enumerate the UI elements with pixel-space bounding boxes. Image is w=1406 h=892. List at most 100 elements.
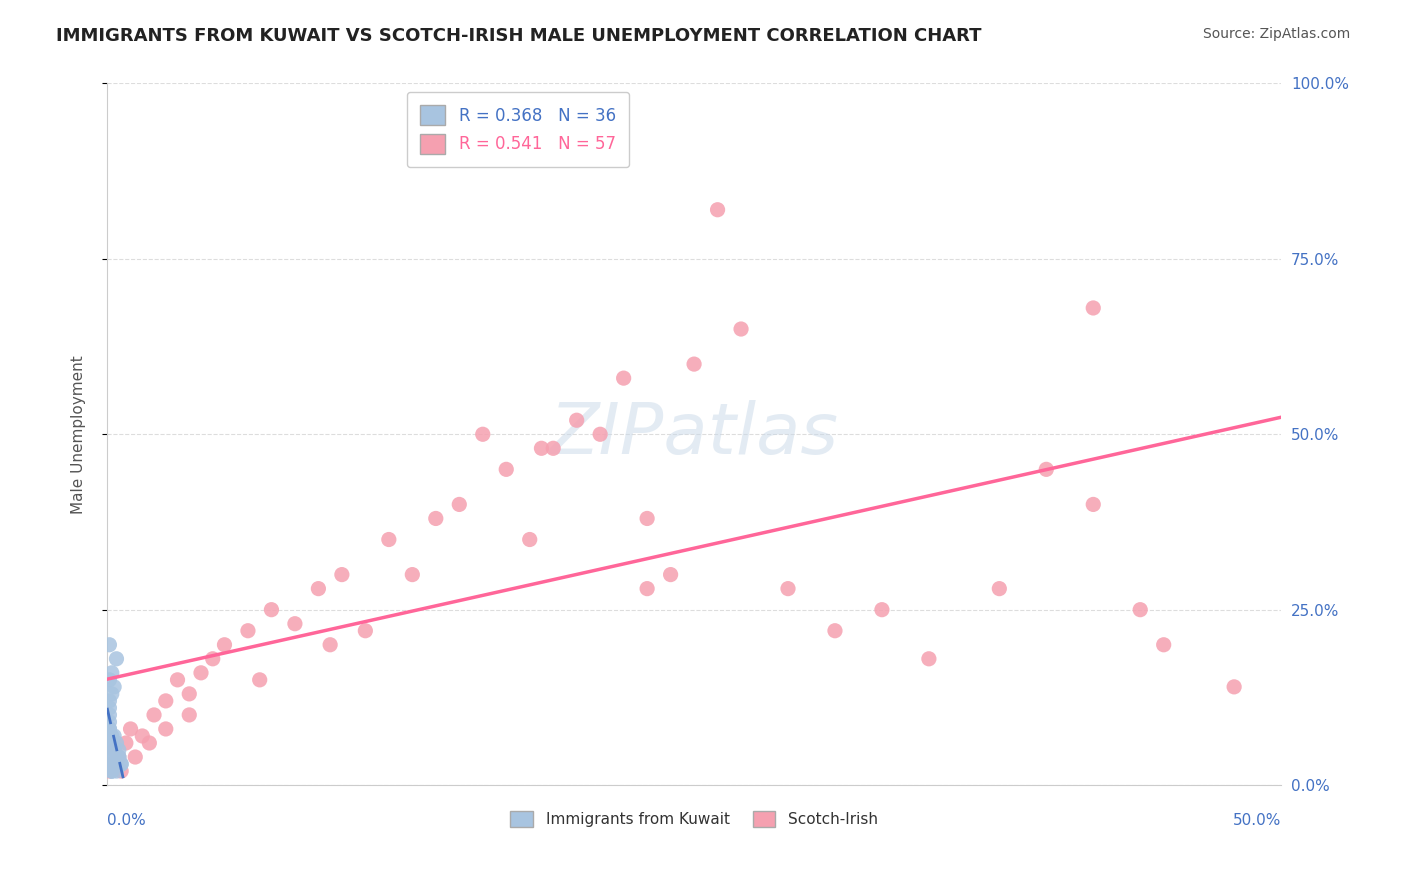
Point	[636, 511, 658, 525]
Point	[100, 764, 122, 778]
Point	[105, 764, 128, 778]
Point	[108, 743, 131, 757]
Point	[100, 764, 122, 778]
Point	[98, 638, 121, 652]
Point	[115, 736, 138, 750]
Point	[143, 707, 166, 722]
Point	[1083, 301, 1105, 315]
Point	[201, 652, 224, 666]
Point	[683, 357, 706, 371]
Point	[98, 722, 121, 736]
Point	[155, 694, 177, 708]
Text: 50.0%: 50.0%	[1233, 814, 1281, 828]
Point	[98, 714, 121, 729]
Point	[1153, 638, 1175, 652]
Point	[103, 757, 125, 772]
Point	[138, 736, 160, 750]
Point	[124, 750, 146, 764]
Point	[110, 764, 132, 778]
Point	[105, 750, 128, 764]
Point	[100, 736, 122, 750]
Point	[530, 442, 553, 456]
Point	[108, 750, 131, 764]
Point	[307, 582, 329, 596]
Y-axis label: Male Unemployment: Male Unemployment	[72, 355, 86, 514]
Point	[103, 750, 125, 764]
Text: 0.0%: 0.0%	[107, 814, 146, 828]
Point	[1083, 498, 1105, 512]
Point	[110, 757, 132, 772]
Text: Source: ZipAtlas.com: Source: ZipAtlas.com	[1202, 27, 1350, 41]
Point	[103, 729, 125, 743]
Point	[98, 694, 121, 708]
Point	[100, 736, 122, 750]
Point	[449, 498, 471, 512]
Point	[589, 427, 612, 442]
Point	[236, 624, 259, 638]
Point	[155, 722, 177, 736]
Point	[706, 202, 728, 217]
Point	[190, 665, 212, 680]
Point	[110, 757, 132, 772]
Point	[103, 743, 125, 757]
Point	[105, 757, 128, 772]
Point	[166, 673, 188, 687]
Point	[776, 582, 799, 596]
Point	[425, 511, 447, 525]
Point	[98, 722, 121, 736]
Point	[100, 764, 122, 778]
Point	[401, 567, 423, 582]
Point	[1035, 462, 1057, 476]
Point	[131, 729, 153, 743]
Point	[98, 707, 121, 722]
Point	[613, 371, 636, 385]
Point	[100, 687, 122, 701]
Point	[179, 687, 201, 701]
Point	[103, 757, 125, 772]
Point	[636, 582, 658, 596]
Point	[330, 567, 353, 582]
Text: IMMIGRANTS FROM KUWAIT VS SCOTCH-IRISH MALE UNEMPLOYMENT CORRELATION CHART: IMMIGRANTS FROM KUWAIT VS SCOTCH-IRISH M…	[56, 27, 981, 45]
Point	[100, 750, 122, 764]
Point	[108, 750, 131, 764]
Point	[179, 707, 201, 722]
Point	[354, 624, 377, 638]
Point	[108, 750, 131, 764]
Point	[100, 743, 122, 757]
Point	[249, 673, 271, 687]
Point	[103, 743, 125, 757]
Point	[988, 582, 1011, 596]
Point	[730, 322, 752, 336]
Legend: Immigrants from Kuwait, Scotch-Irish: Immigrants from Kuwait, Scotch-Irish	[505, 805, 884, 834]
Point	[105, 736, 128, 750]
Point	[103, 757, 125, 772]
Point	[659, 567, 682, 582]
Point	[319, 638, 342, 652]
Point	[1129, 602, 1152, 616]
Point	[98, 701, 121, 715]
Point	[98, 764, 121, 778]
Point	[495, 462, 517, 476]
Text: ZIPatlas: ZIPatlas	[550, 400, 838, 469]
Point	[918, 652, 941, 666]
Point	[103, 680, 125, 694]
Point	[103, 757, 125, 772]
Point	[284, 616, 307, 631]
Point	[378, 533, 401, 547]
Point	[541, 442, 564, 456]
Point	[103, 743, 125, 757]
Point	[824, 624, 846, 638]
Point	[120, 722, 142, 736]
Point	[471, 427, 494, 442]
Point	[1223, 680, 1246, 694]
Point	[105, 652, 128, 666]
Point	[870, 602, 893, 616]
Point	[519, 533, 541, 547]
Point	[100, 665, 122, 680]
Point	[260, 602, 283, 616]
Point	[565, 413, 588, 427]
Point	[214, 638, 236, 652]
Point	[100, 729, 122, 743]
Point	[100, 757, 122, 772]
Point	[98, 673, 121, 687]
